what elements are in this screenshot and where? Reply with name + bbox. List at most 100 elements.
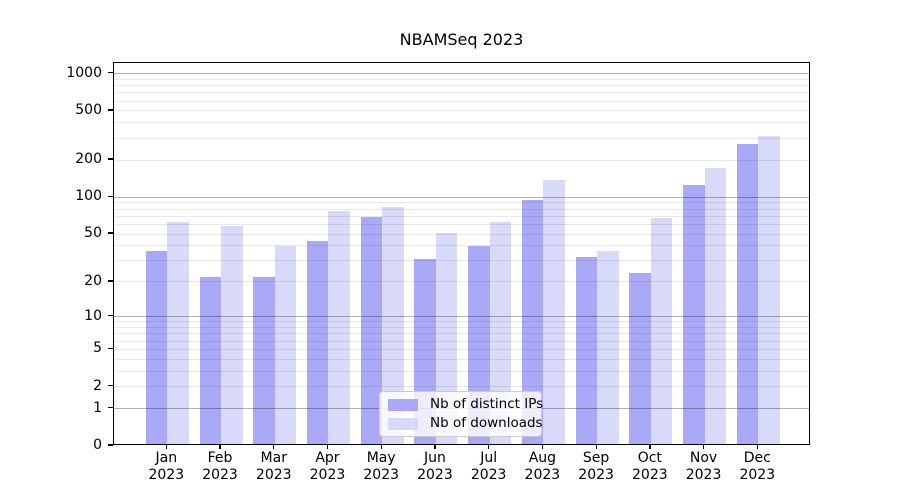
- y-tick-label: 100: [75, 188, 102, 205]
- bar-sep-distinct-ips: [575, 257, 598, 444]
- y-tick-label: 500: [75, 101, 102, 118]
- x-axis-tick: [273, 445, 275, 449]
- bar-jul-downloads: [489, 222, 512, 444]
- legend: Nb of distinct IPs Nb of downloads: [379, 391, 543, 437]
- bar-oct-distinct-ips: [629, 272, 651, 444]
- x-tick-year: 2023: [363, 467, 400, 483]
- x-tick-label: Sep 2023: [564, 450, 628, 484]
- y-tick-label: 20: [84, 272, 102, 289]
- x-tick-month: Nov: [689, 450, 718, 466]
- x-tick-year: 2023: [739, 467, 776, 483]
- minor-gridline: [114, 370, 809, 372]
- x-tick-label: Dec 2023: [725, 450, 789, 484]
- bar-apr-distinct-ips: [306, 241, 329, 444]
- x-tick-label: Oct 2023: [618, 450, 682, 484]
- y-tick-label: 0: [93, 437, 102, 453]
- minor-gridline: [114, 281, 809, 283]
- minor-gridline: [114, 159, 809, 161]
- minor-gridline: [114, 245, 809, 247]
- major-gridline: [114, 73, 809, 74]
- x-tick-label: Apr 2023: [295, 450, 359, 484]
- y-tick-label: 50: [84, 225, 102, 241]
- x-axis-tick: [380, 445, 382, 449]
- x-tick-label: Aug 2023: [510, 450, 574, 484]
- y-tick-label: 5: [93, 340, 102, 357]
- y-axis-tick: [108, 232, 113, 234]
- bar-dec-downloads: [758, 136, 780, 444]
- minor-gridline: [114, 321, 809, 323]
- minor-gridline: [114, 122, 809, 124]
- x-tick-year: 2023: [524, 467, 561, 483]
- minor-gridline: [114, 202, 809, 204]
- minor-gridline: [114, 78, 809, 80]
- y-axis-tick: [108, 315, 113, 317]
- bar-aug-distinct-ips: [521, 199, 544, 444]
- y-tick-label: 1000: [66, 64, 102, 81]
- y-axis-tick: [108, 385, 113, 387]
- x-tick-year: 2023: [255, 467, 292, 483]
- x-tick-year: 2023: [417, 467, 453, 483]
- bar-aug-downloads: [543, 180, 565, 444]
- x-tick-year: 2023: [632, 467, 668, 483]
- bar-feb-distinct-ips: [199, 277, 222, 444]
- bar-nov-downloads: [704, 167, 727, 444]
- major-gridline: [114, 316, 809, 318]
- bar-nov-distinct-ips: [683, 185, 705, 444]
- x-tick-month: Jan: [155, 450, 178, 466]
- x-tick-label: Nov 2023: [672, 450, 736, 484]
- x-tick-year: 2023: [578, 467, 614, 483]
- chart-title: NBAMSeq 2023: [399, 30, 524, 49]
- x-tick-label: Feb 2023: [188, 450, 252, 484]
- y-axis-tick: [108, 347, 113, 350]
- x-tick-month: Jun: [423, 450, 446, 466]
- bar-may-downloads: [382, 207, 404, 444]
- x-tick-label: Jul 2023: [457, 450, 521, 484]
- x-axis-tick: [434, 445, 436, 449]
- x-axis-tick: [326, 445, 329, 449]
- y-axis-tick: [108, 109, 113, 111]
- x-tick-year: 2023: [685, 467, 722, 483]
- y-axis-tick: [108, 444, 113, 446]
- bar-mar-downloads: [274, 246, 297, 444]
- bar-may-distinct-ips: [360, 217, 383, 444]
- minor-gridline: [114, 110, 809, 112]
- minor-gridline: [114, 85, 809, 87]
- minor-gridline: [114, 223, 809, 225]
- x-axis-tick: [219, 445, 221, 449]
- bar-jan-downloads: [167, 222, 189, 444]
- minor-gridline: [114, 208, 809, 210]
- x-tick-year: 2023: [309, 467, 346, 483]
- minor-gridline: [114, 333, 809, 335]
- bar-mar-distinct-ips: [253, 277, 275, 444]
- legend-swatch-downloads: [388, 417, 418, 430]
- y-axis-tick: [108, 195, 113, 197]
- x-tick-label: May 2023: [349, 450, 413, 484]
- minor-gridline: [114, 92, 809, 94]
- minor-gridline: [114, 215, 809, 217]
- minor-gridline: [114, 348, 809, 350]
- y-tick-label: 10: [84, 307, 102, 324]
- x-tick-label: Mar 2023: [242, 450, 306, 484]
- x-axis-tick: [649, 445, 651, 449]
- legend-label-downloads: Nb of downloads: [430, 415, 543, 431]
- x-tick-label: Jan 2023: [134, 450, 198, 484]
- minor-gridline: [114, 327, 809, 329]
- minor-gridline: [114, 137, 809, 139]
- bar-apr-downloads: [328, 210, 350, 444]
- x-tick-month: Dec: [743, 450, 771, 466]
- bar-oct-downloads: [650, 218, 673, 444]
- minor-gridline: [114, 358, 809, 360]
- major-gridline: [114, 196, 809, 198]
- x-axis-tick: [595, 445, 597, 449]
- y-tick-label: 200: [75, 151, 102, 168]
- plot-area: [113, 62, 810, 445]
- x-tick-month: Sep: [582, 450, 610, 466]
- minor-gridline: [114, 233, 809, 235]
- x-axis-tick: [702, 445, 705, 449]
- x-tick-month: Mar: [260, 450, 287, 466]
- minor-gridline: [114, 100, 809, 102]
- minor-gridline: [114, 340, 809, 342]
- legend-swatch-distinct-ips: [388, 398, 418, 411]
- x-tick-month: Apr: [315, 450, 340, 466]
